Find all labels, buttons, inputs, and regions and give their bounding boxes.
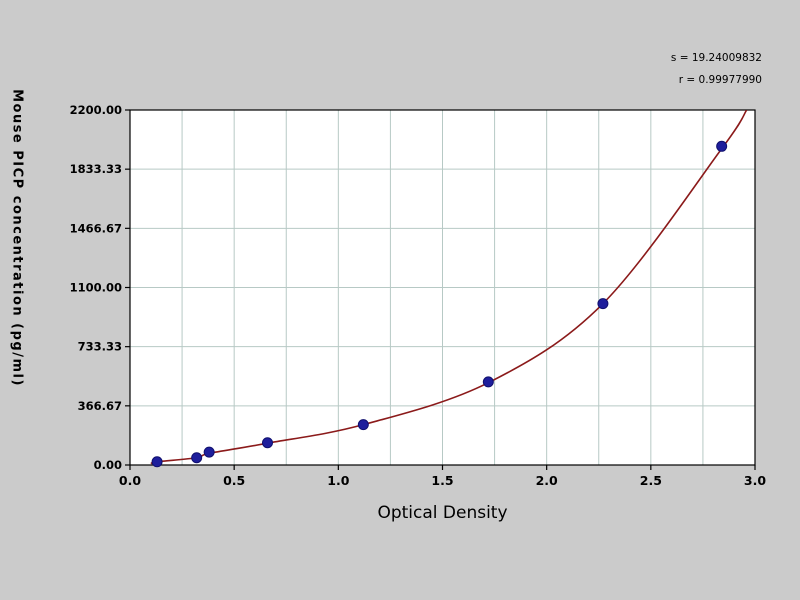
y-tick-label: 733.33 [78,340,122,354]
x-tick-label: 2.0 [536,473,558,488]
data-point [262,437,273,449]
data-point [357,419,369,431]
x-tick-label: 0.0 [119,473,141,488]
y-axis-title: Mouse PICP concentration (pg/ml) [9,89,25,387]
x-tick-label: 1.5 [431,473,453,488]
y-tick-label: 1833.33 [70,162,122,176]
data-point [151,456,163,468]
y-tick-label: 0.00 [94,458,122,472]
data-point [191,452,203,464]
x-tick-label: 1.0 [327,473,349,488]
y-tick-label: 1100.00 [70,281,122,295]
x-axis-title: Optical Density [377,503,508,523]
x-tick-label: 0.5 [223,473,245,488]
data-point [482,376,494,388]
data-point [597,298,609,310]
data-point [203,446,215,458]
data-point [716,140,728,152]
fit-stddev-annotation: s = 19.24009832 [670,52,762,64]
y-tick-label: 1466.67 [70,221,122,235]
y-tick-label: 2200.00 [70,103,122,117]
x-tick-label: 3.0 [744,473,766,488]
y-tick-label: 366.67 [78,399,122,413]
fit-correlation-annotation: r = 0.99977990 [678,74,762,86]
x-tick-label: 2.5 [640,473,662,488]
